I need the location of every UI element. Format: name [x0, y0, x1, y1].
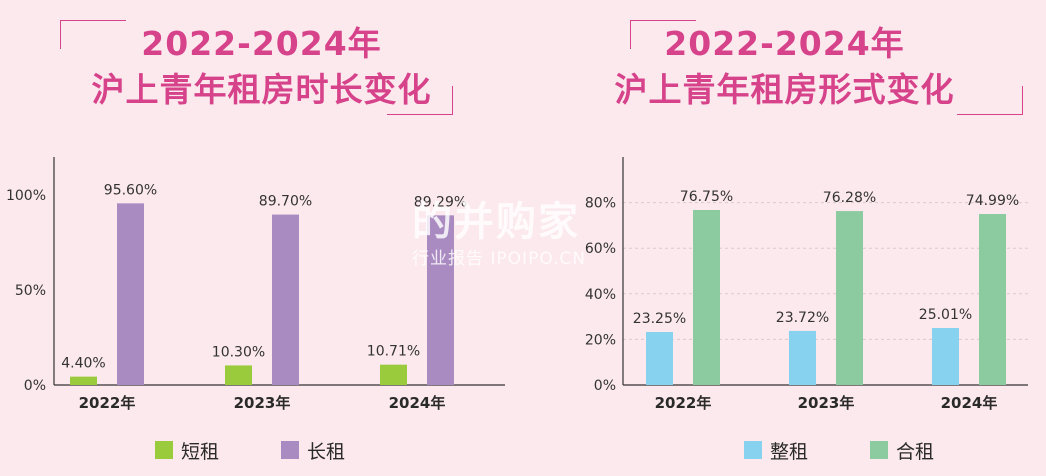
x-tick-label: 2022年	[79, 394, 136, 412]
bar	[272, 214, 299, 385]
chart-title-line1: 2022-2024年	[664, 24, 905, 63]
legend-type: 整租 合租	[744, 436, 996, 464]
data-label: 76.75%	[680, 189, 733, 205]
legend-item: 整租	[744, 437, 808, 464]
y-tick-label: 100%	[6, 188, 46, 204]
data-label: 89.29%	[414, 194, 467, 210]
legend-swatch	[281, 441, 300, 459]
data-label: 25.01%	[919, 307, 972, 323]
title-bracket-top-left	[60, 20, 126, 49]
data-label: 89.70%	[259, 194, 312, 210]
right-chart-panel: 2022-2024年 沪上青年租房形式变化 0% 20% 40% 60% 80% 23.2…	[523, 0, 1046, 476]
bar	[225, 365, 252, 385]
legend-swatch	[870, 441, 889, 459]
bar	[70, 376, 97, 385]
y-tick-label: 80%	[585, 196, 616, 212]
data-label: 10.30%	[212, 344, 265, 360]
x-tick-label: 2023年	[234, 394, 291, 412]
bar	[932, 327, 959, 385]
data-label: 74.99%	[966, 193, 1019, 209]
legend-swatch	[155, 441, 173, 459]
data-label: 4.40%	[61, 356, 105, 372]
bar	[789, 330, 816, 385]
bar	[427, 215, 454, 385]
legend-item: 合租	[870, 437, 934, 464]
bar	[117, 203, 144, 385]
data-label: 10.71%	[367, 344, 420, 360]
x-tick-label: 2024年	[941, 394, 998, 412]
x-tick-label: 2023年	[798, 394, 855, 412]
legend-label: 长租	[307, 440, 346, 463]
bar	[693, 210, 720, 385]
y-tick-label: 50%	[15, 283, 46, 299]
bar	[979, 214, 1006, 385]
left-chart-panel: 2022-2024年 沪上青年租房时长变化 0% 50% 100% 4.40% 95.6…	[6, 20, 505, 464]
data-label: 95.60%	[104, 182, 157, 198]
y-tick-label: 0%	[594, 378, 616, 394]
chart-title-line1: 2022-2024年	[141, 24, 382, 63]
legend-duration: 短租 长租	[155, 436, 407, 464]
title-bracket-bottom-right	[957, 86, 1023, 115]
title-bracket-top-left	[630, 20, 696, 49]
rental-type-bar-chart: 0% 20% 40% 60% 80% 23.25% 76.75% 2022年 23.72% 76.…	[585, 157, 1028, 412]
bar	[646, 331, 673, 385]
bar	[380, 364, 407, 385]
chart-title-line2: 沪上青年租房时长变化	[91, 70, 432, 109]
data-label: 23.25%	[633, 311, 686, 327]
x-tick-label: 2024年	[389, 394, 446, 412]
y-tick-label: 0%	[24, 378, 46, 394]
bar	[836, 211, 863, 385]
legend-label: 合租	[896, 440, 935, 463]
rental-duration-bar-chart: 0% 50% 100% 4.40% 95.60% 2022年 10.30% 89.70% 202…	[6, 157, 505, 412]
data-label: 76.28%	[823, 190, 876, 206]
x-tick-label: 2022年	[655, 394, 712, 412]
chart-title-line2: 沪上青年租房形式变化	[614, 70, 955, 109]
legend-item: 短租	[155, 437, 219, 464]
legend-label: 整租	[770, 440, 809, 463]
legend-label: 短租	[181, 440, 220, 463]
y-tick-label: 20%	[585, 332, 616, 348]
legend-item: 长租	[281, 437, 345, 464]
title-bracket-bottom-right	[387, 86, 453, 115]
data-label: 23.72%	[776, 310, 829, 326]
y-tick-label: 40%	[585, 287, 616, 303]
legend-swatch	[744, 441, 762, 459]
y-tick-label: 60%	[585, 241, 616, 257]
